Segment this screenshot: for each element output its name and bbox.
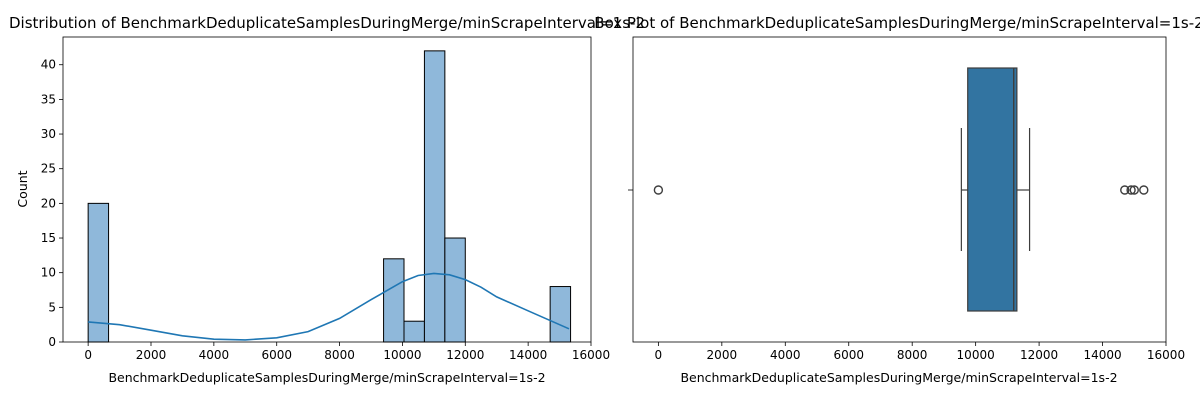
boxplot-axes-frame bbox=[632, 36, 1167, 343]
histogram-x-label: BenchmarkDeduplicateSamplesDuringMerge/m… bbox=[108, 370, 545, 385]
histogram-bars bbox=[87, 50, 572, 343]
kde-line bbox=[88, 272, 570, 341]
boxplot-panel: Box Plot of BenchmarkDeduplicateSamplesD… bbox=[594, 14, 1200, 385]
x-tick-label: 14000 bbox=[509, 348, 547, 362]
x-tick-label: 6000 bbox=[833, 348, 864, 362]
histogram-bar bbox=[549, 286, 572, 343]
y-tick-label: 40 bbox=[41, 58, 56, 72]
x-tick-label: 4000 bbox=[770, 348, 801, 362]
x-tick-label: 4000 bbox=[199, 348, 230, 362]
x-tick-label: 16000 bbox=[572, 348, 610, 362]
outlier-point bbox=[1126, 185, 1136, 195]
box-iqr bbox=[967, 67, 1018, 312]
outlier-point bbox=[1120, 185, 1130, 195]
outlier-point bbox=[1139, 185, 1149, 195]
y-tick-label: 5 bbox=[48, 300, 56, 314]
histogram-bar bbox=[383, 258, 405, 343]
x-tick-label: 16000 bbox=[1147, 348, 1185, 362]
histogram-axes-frame bbox=[62, 36, 592, 343]
y-tick-label: 30 bbox=[41, 127, 56, 141]
y-tick-label: 0 bbox=[48, 335, 56, 349]
histogram-bar bbox=[444, 237, 466, 343]
y-tick-label: 20 bbox=[41, 196, 56, 210]
x-tick-label: 14000 bbox=[1083, 348, 1121, 362]
y-tick-label: 25 bbox=[41, 162, 56, 176]
x-tick-label: 10000 bbox=[383, 348, 421, 362]
y-tick-label: 10 bbox=[41, 266, 56, 280]
x-tick-label: 8000 bbox=[324, 348, 355, 362]
boxplot-x-label: BenchmarkDeduplicateSamplesDuringMerge/m… bbox=[680, 370, 1117, 385]
boxplot-x-ticks: 0 2000 4000 6000 8000 10000 12000 14000 16000 bbox=[655, 342, 1185, 362]
x-tick-label: 12000 bbox=[446, 348, 484, 362]
outlier-point bbox=[1129, 185, 1139, 195]
x-tick-label: 8000 bbox=[897, 348, 928, 362]
boxplot-body bbox=[653, 67, 1149, 312]
y-tick-label: 15 bbox=[41, 231, 56, 245]
histogram-bar bbox=[403, 320, 425, 343]
histogram-y-ticks: 0 5 10 15 20 25 30 35 40 bbox=[41, 58, 63, 349]
histogram-title: Distribution of BenchmarkDeduplicateSamp… bbox=[9, 14, 645, 32]
x-tick-label: 0 bbox=[655, 348, 663, 362]
x-tick-label: 2000 bbox=[136, 348, 167, 362]
histogram-panel: Distribution of BenchmarkDeduplicateSamp… bbox=[9, 14, 645, 385]
outlier-point bbox=[653, 185, 664, 195]
x-tick-label: 10000 bbox=[957, 348, 995, 362]
x-tick-label: 6000 bbox=[261, 348, 292, 362]
histogram-x-ticks: 0 2000 4000 6000 8000 10000 12000 14000 16000 bbox=[84, 342, 610, 362]
boxplot-title: Box Plot of BenchmarkDeduplicateSamplesD… bbox=[594, 14, 1200, 32]
histogram-bar bbox=[423, 50, 446, 343]
histogram-bar bbox=[87, 202, 110, 343]
x-tick-label: 12000 bbox=[1020, 348, 1058, 362]
y-tick-label: 35 bbox=[41, 92, 56, 106]
x-tick-label: 0 bbox=[84, 348, 92, 362]
x-tick-label: 2000 bbox=[707, 348, 738, 362]
histogram-y-label: Count bbox=[15, 170, 30, 207]
